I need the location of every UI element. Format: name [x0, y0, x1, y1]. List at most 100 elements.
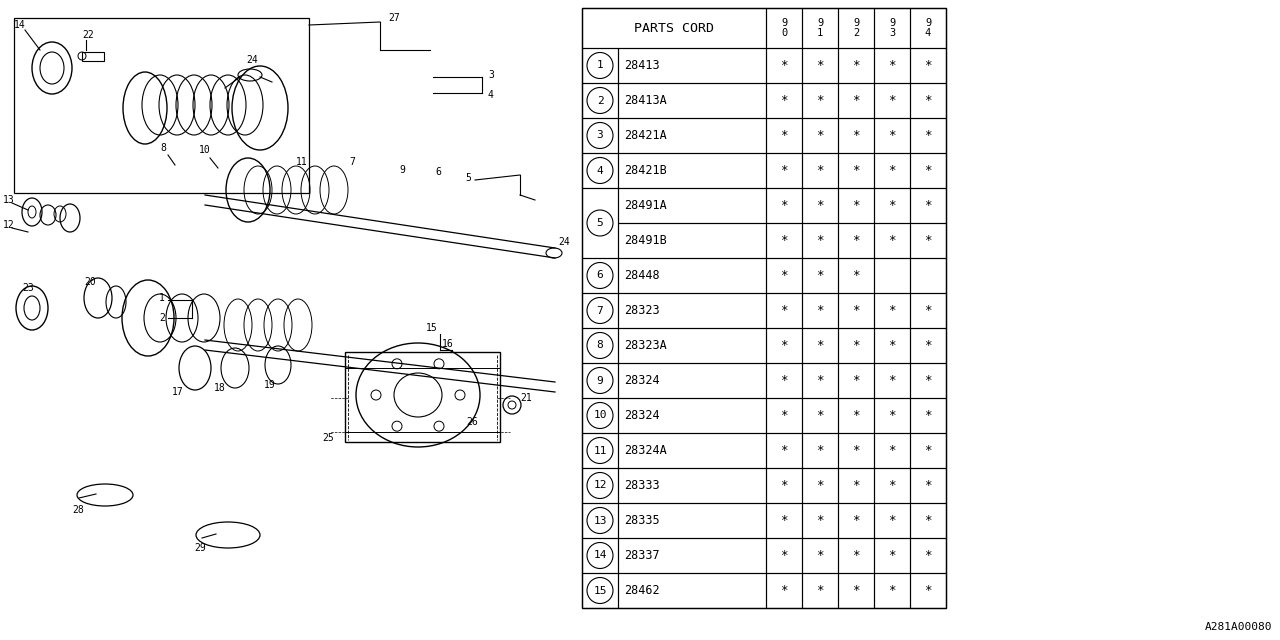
- Text: 24: 24: [558, 237, 570, 247]
- Text: *: *: [781, 234, 787, 247]
- Text: 28421A: 28421A: [625, 129, 667, 142]
- Bar: [618, 468, 765, 503]
- Text: 23: 23: [22, 283, 33, 293]
- Text: *: *: [852, 234, 860, 247]
- Bar: [910, 363, 946, 398]
- Bar: [618, 188, 765, 223]
- Text: 28413A: 28413A: [625, 94, 667, 107]
- Text: *: *: [924, 59, 932, 72]
- Text: 12: 12: [593, 481, 607, 490]
- Text: *: *: [888, 584, 896, 597]
- Bar: [582, 433, 618, 468]
- Text: *: *: [852, 339, 860, 352]
- Bar: [582, 83, 618, 118]
- Bar: [910, 83, 946, 118]
- Text: *: *: [924, 584, 932, 597]
- Text: 13: 13: [3, 195, 15, 205]
- Bar: [874, 118, 910, 153]
- Text: 10: 10: [200, 145, 211, 155]
- Bar: [582, 8, 946, 608]
- Bar: [803, 118, 838, 153]
- Bar: [803, 433, 838, 468]
- Bar: [618, 503, 765, 538]
- Text: 6: 6: [435, 167, 440, 177]
- Text: 28: 28: [72, 505, 84, 515]
- Text: *: *: [781, 129, 787, 142]
- Bar: [910, 538, 946, 573]
- Bar: [838, 258, 874, 293]
- Text: *: *: [781, 409, 787, 422]
- Bar: [803, 398, 838, 433]
- Bar: [346, 352, 500, 442]
- Bar: [803, 468, 838, 503]
- Bar: [765, 468, 803, 503]
- Text: *: *: [888, 164, 896, 177]
- Text: 9
2: 9 2: [852, 17, 859, 38]
- Bar: [14, 18, 308, 193]
- Text: 28337: 28337: [625, 549, 659, 562]
- Text: *: *: [817, 514, 824, 527]
- Text: *: *: [924, 199, 932, 212]
- Text: *: *: [852, 304, 860, 317]
- Text: *: *: [781, 304, 787, 317]
- Text: 25: 25: [323, 433, 334, 443]
- Text: *: *: [924, 164, 932, 177]
- Text: 28335: 28335: [625, 514, 659, 527]
- Bar: [838, 363, 874, 398]
- Text: 11: 11: [593, 445, 607, 456]
- Text: *: *: [888, 514, 896, 527]
- Text: *: *: [781, 514, 787, 527]
- Bar: [874, 48, 910, 83]
- Text: 6: 6: [596, 271, 603, 280]
- Text: *: *: [852, 584, 860, 597]
- Bar: [874, 573, 910, 608]
- Bar: [618, 363, 765, 398]
- Text: *: *: [781, 374, 787, 387]
- Text: *: *: [781, 549, 787, 562]
- Text: 11: 11: [296, 157, 308, 167]
- Text: 9: 9: [596, 376, 603, 385]
- Bar: [874, 503, 910, 538]
- Text: 28448: 28448: [625, 269, 659, 282]
- Text: *: *: [888, 549, 896, 562]
- Bar: [803, 8, 838, 48]
- Bar: [838, 503, 874, 538]
- Text: PARTS CORD: PARTS CORD: [634, 22, 714, 35]
- Text: 28323: 28323: [625, 304, 659, 317]
- Bar: [803, 328, 838, 363]
- Bar: [82, 52, 104, 61]
- Bar: [803, 503, 838, 538]
- Bar: [838, 538, 874, 573]
- Bar: [582, 153, 618, 188]
- Bar: [874, 153, 910, 188]
- Text: *: *: [852, 514, 860, 527]
- Bar: [910, 328, 946, 363]
- Text: *: *: [852, 129, 860, 142]
- Bar: [803, 83, 838, 118]
- Text: *: *: [924, 444, 932, 457]
- Bar: [910, 468, 946, 503]
- Bar: [765, 188, 803, 223]
- Text: *: *: [924, 374, 932, 387]
- Text: 3: 3: [596, 131, 603, 141]
- Text: 8: 8: [596, 340, 603, 351]
- Text: 5: 5: [465, 173, 471, 183]
- Bar: [765, 118, 803, 153]
- Text: 9
0: 9 0: [781, 17, 787, 38]
- Bar: [803, 293, 838, 328]
- Text: 28491B: 28491B: [625, 234, 667, 247]
- Text: *: *: [924, 339, 932, 352]
- Bar: [618, 153, 765, 188]
- Bar: [765, 223, 803, 258]
- Text: *: *: [781, 339, 787, 352]
- Text: 17: 17: [172, 387, 184, 397]
- Bar: [803, 188, 838, 223]
- Text: 28323A: 28323A: [625, 339, 667, 352]
- Text: *: *: [888, 374, 896, 387]
- Bar: [874, 468, 910, 503]
- Bar: [838, 573, 874, 608]
- Bar: [874, 328, 910, 363]
- Bar: [803, 153, 838, 188]
- Text: *: *: [781, 94, 787, 107]
- Text: 28324A: 28324A: [625, 444, 667, 457]
